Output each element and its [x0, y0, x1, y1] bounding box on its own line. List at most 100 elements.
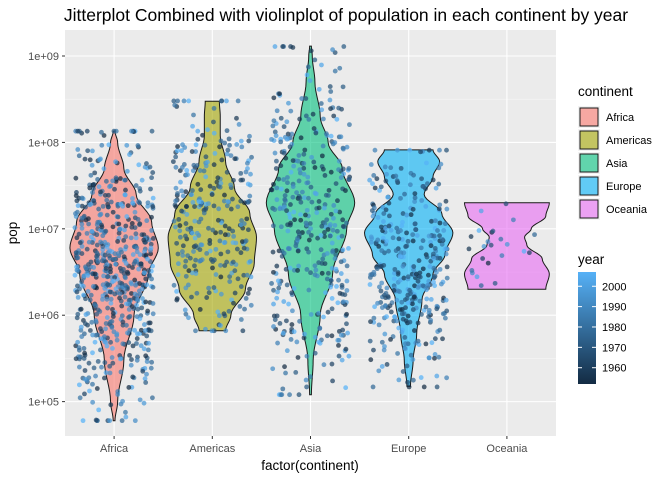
data-point: [413, 227, 418, 232]
data-point: [437, 220, 443, 226]
data-point: [383, 178, 389, 184]
data-point: [199, 257, 205, 263]
data-point: [298, 199, 304, 205]
legend-swatch-americas: [579, 130, 599, 150]
data-point: [134, 336, 140, 341]
data-point: [492, 280, 498, 286]
year-label: 1980: [602, 322, 626, 334]
data-point: [133, 231, 139, 237]
data-point: [320, 116, 326, 122]
data-point: [173, 164, 179, 170]
data-point: [328, 89, 334, 94]
data-point: [94, 232, 100, 238]
y-axis-title: pop: [5, 222, 20, 245]
data-point: [137, 281, 142, 286]
data-point: [392, 270, 397, 276]
data-point: [221, 311, 227, 317]
data-point: [180, 193, 186, 199]
data-point: [234, 115, 239, 121]
data-point: [190, 188, 195, 193]
data-point: [133, 183, 139, 188]
data-point: [86, 262, 91, 267]
data-point: [189, 270, 195, 276]
data-point: [143, 353, 149, 359]
data-point: [440, 336, 445, 342]
data-point: [88, 172, 94, 178]
data-point: [344, 311, 349, 317]
data-point: [75, 128, 81, 134]
data-point: [431, 279, 436, 285]
data-point: [337, 209, 343, 215]
data-point: [137, 397, 143, 403]
data-point: [271, 324, 276, 329]
data-point: [210, 227, 216, 233]
data-point: [73, 211, 78, 216]
data-point: [134, 341, 139, 346]
data-point: [90, 190, 95, 195]
data-point: [418, 149, 423, 155]
data-point: [189, 149, 195, 154]
data-point: [138, 343, 144, 349]
data-point: [123, 234, 129, 240]
data-point: [117, 295, 122, 301]
data-point: [120, 319, 126, 325]
data-point: [410, 238, 416, 244]
data-point: [403, 318, 409, 324]
data-point: [75, 203, 81, 209]
data-point: [399, 311, 405, 317]
data-point: [120, 398, 125, 404]
data-point: [216, 206, 222, 212]
data-point: [301, 151, 307, 157]
data-point: [193, 142, 199, 148]
data-point: [238, 170, 244, 176]
data-point: [379, 248, 385, 254]
data-point: [376, 322, 382, 328]
data-point: [146, 268, 151, 273]
data-point: [143, 380, 149, 385]
data-point: [426, 314, 431, 320]
data-point: [132, 418, 138, 424]
data-point: [73, 193, 79, 199]
data-point: [189, 294, 194, 300]
data-point: [382, 344, 387, 349]
data-point: [195, 181, 201, 187]
data-point: [84, 230, 90, 236]
data-point: [346, 246, 351, 251]
data-point: [174, 148, 180, 154]
data-point: [75, 283, 80, 289]
data-point: [444, 308, 450, 314]
data-point: [444, 147, 449, 153]
data-point: [225, 249, 231, 255]
data-point: [436, 354, 442, 360]
data-point: [171, 98, 177, 104]
data-point: [342, 292, 348, 298]
data-point: [277, 206, 283, 212]
data-point: [82, 350, 88, 356]
data-point: [102, 360, 108, 365]
data-point: [234, 142, 240, 147]
data-point: [90, 284, 96, 289]
data-point: [411, 264, 417, 269]
data-point: [421, 384, 427, 390]
data-point: [124, 168, 130, 174]
data-point: [415, 284, 421, 290]
data-point: [113, 286, 119, 292]
data-point: [222, 192, 227, 198]
data-point: [111, 128, 117, 134]
data-point: [106, 142, 112, 148]
data-point: [94, 386, 100, 391]
data-point: [305, 64, 311, 70]
data-point: [113, 261, 118, 267]
data-point: [200, 132, 205, 138]
data-point: [230, 259, 236, 265]
data-point: [511, 217, 516, 223]
continent-legend-title: continent: [578, 84, 633, 99]
data-point: [306, 117, 312, 122]
data-point: [444, 206, 450, 212]
data-point: [338, 271, 344, 276]
data-point: [192, 235, 198, 241]
data-point: [383, 207, 389, 213]
data-point: [319, 223, 325, 229]
data-point: [301, 165, 307, 171]
data-point: [150, 170, 156, 175]
